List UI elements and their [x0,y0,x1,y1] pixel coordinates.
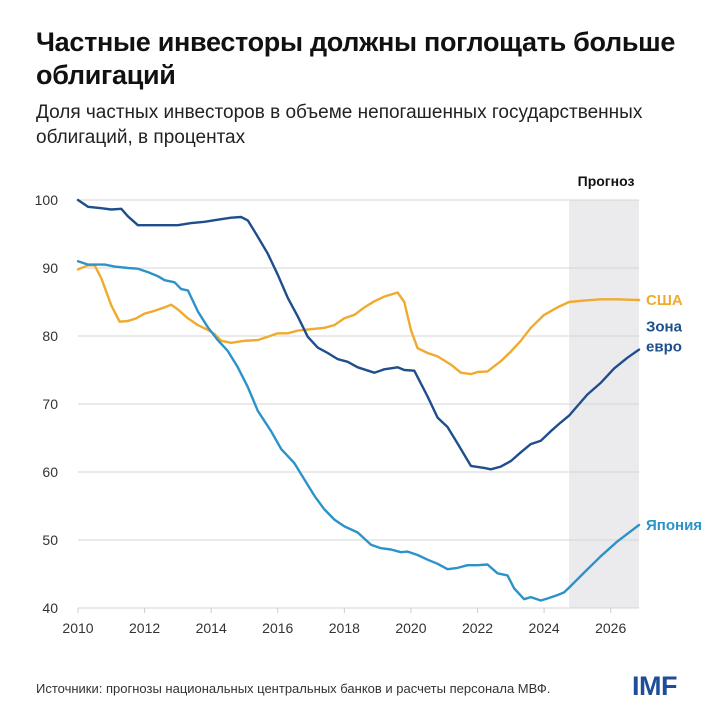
y-tick-label: 60 [42,464,58,480]
y-tick-label: 70 [42,396,58,412]
source-note: Источники: прогнозы национальных централ… [36,681,551,696]
chart-title: Частные инвесторы должны поглощать больш… [36,27,676,90]
x-tick-label: 2026 [595,620,626,636]
series-label: Япония [646,517,702,534]
line-chart: Прогноз 40 50 60 70 80 90 100 2010 2012 2014 2016… [35,173,702,636]
x-tick-label: 2024 [529,620,560,636]
y-tick-label: 90 [42,260,58,276]
x-tick-label: 2016 [262,620,293,636]
forecast-label: Прогноз [578,173,635,189]
y-tick-label: 100 [35,192,59,208]
y-tick-label: 40 [42,600,58,616]
x-tick-label: 2012 [129,620,160,636]
x-tick-label: 2014 [196,620,227,636]
series-label: США [646,292,683,309]
x-tick-label: 2018 [329,620,360,636]
series-label: евро [646,339,682,356]
imf-logo: IMF [632,671,678,701]
chart-subtitle: Доля частных инвесторов в объеме непогаш… [36,102,643,148]
series-line-США [76,264,641,376]
x-tick-label: 2010 [62,620,93,636]
y-tick-label: 50 [42,532,58,548]
series-line-Зона евро [76,198,641,471]
x-tick-label: 2022 [462,620,493,636]
series-label: Зона [646,319,683,336]
x-tick-label: 2020 [395,620,426,636]
series-line-Япония [76,260,641,602]
y-tick-label: 80 [42,328,58,344]
